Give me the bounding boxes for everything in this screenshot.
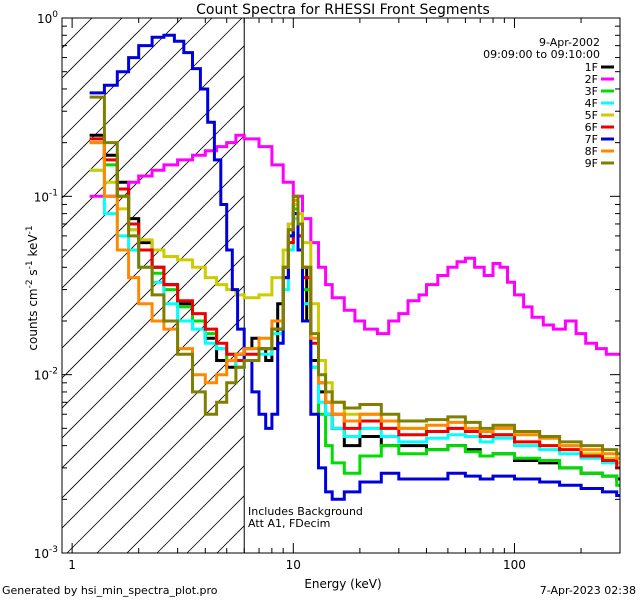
hatch-line — [62, 345, 245, 529]
legend-label-6f: 6F — [585, 121, 598, 134]
date-label: 9-Apr-2002 — [539, 36, 600, 49]
hatch-line — [62, 165, 245, 349]
hatch-line — [62, 18, 93, 49]
hatch-line — [62, 315, 245, 499]
hatch-line — [62, 18, 183, 139]
y-axis-label: counts cm-2 s-1 keV-1 — [25, 225, 40, 350]
hatch-line — [62, 45, 245, 229]
series-line-9f — [89, 95, 620, 456]
hatch-line — [62, 75, 245, 259]
legend-label-4f: 4F — [585, 97, 598, 110]
hatch-line — [62, 18, 213, 169]
hatch-line — [126, 435, 245, 553]
x-tick-label: 100 — [503, 558, 526, 572]
x-tick-label: 1 — [68, 558, 76, 572]
legend-label-7f: 7F — [585, 133, 598, 146]
hatch-line — [62, 135, 245, 319]
hatch-line — [62, 105, 245, 289]
y-tick-label: 10-3 — [34, 545, 58, 561]
hatch-line — [62, 195, 245, 379]
legend-label-2f: 2F — [585, 73, 598, 86]
hatch-line — [62, 18, 153, 109]
footer-date-label: 7-Apr-2023 02:38 — [540, 584, 636, 597]
plot-frame — [61, 17, 621, 554]
attenuator-hatch-region — [62, 18, 245, 553]
hatch-line — [96, 405, 245, 553]
annotation-attenuator: Att A1, FDecim — [248, 517, 330, 530]
legend-label-1f: 1F — [585, 61, 598, 74]
annotation-background: Includes Background — [248, 505, 363, 518]
hatch-line — [62, 255, 245, 439]
y-tick-label: 10-1 — [34, 188, 58, 204]
legend-label-5f: 5F — [585, 109, 598, 122]
series-layer — [89, 33, 620, 501]
y-tick-label: 10-2 — [34, 367, 58, 383]
hatch-line — [62, 285, 245, 469]
hatch-line — [66, 375, 245, 553]
legend-label-9f: 9F — [585, 157, 598, 170]
y-tick-label: 100 — [37, 10, 58, 26]
chart-title: Count Spectra for RHESSI Front Segments — [196, 2, 490, 18]
time-range-label: 09:09:00 to 09:10:00 — [483, 48, 600, 61]
hatch-line — [186, 495, 245, 553]
series-line-2f — [89, 133, 620, 356]
hatch-line — [62, 18, 243, 199]
hatch-line — [62, 225, 245, 409]
legend-label-8f: 8F — [585, 145, 598, 158]
x-axis-label: Energy (keV) — [304, 577, 381, 591]
x-tick-label: 10 — [286, 558, 301, 572]
legend-label-3f: 3F — [585, 85, 598, 98]
axes: 1 10 100 10-3 10-2 10-1 100 — [34, 10, 621, 572]
generated-by-label: Generated by hsi_min_spectra_plot.pro — [2, 584, 218, 597]
